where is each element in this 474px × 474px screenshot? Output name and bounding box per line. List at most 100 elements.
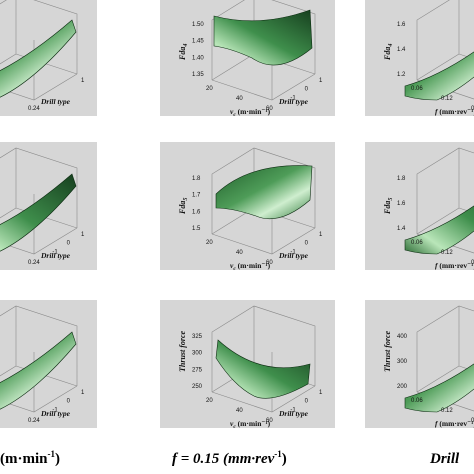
surface-mesh [213,9,313,66]
surface-mesh [404,363,474,413]
x-axis-label: vc (m·min⁻¹) [230,261,271,272]
surface-mesh [215,165,313,220]
z-axis-label: Fda5 [178,198,189,215]
surface-mesh [404,205,474,255]
x-tick-label: 40 [236,408,243,414]
surface-mesh [215,339,311,399]
z-tick-label: 325 [192,334,203,340]
z-tick-label: 1.50 [192,22,204,28]
y-axis-label: Drill type [40,409,71,418]
x-tick-label: 40 [236,96,243,102]
z-tick-label: 400 [397,334,408,340]
y-tick-label: 1 [81,390,85,396]
y-axis-label: Drill type [278,97,309,106]
z-axis-label-text: Fda4 [178,44,189,61]
z-tick-label: 1.2 [397,72,406,78]
surface-mesh [404,51,474,101]
y-tick-label: 1 [319,232,323,238]
z-tick-label: 1.8 [192,176,201,182]
axis-box [211,0,316,101]
y-tick-label: 0 [67,399,71,405]
surface-plot-r0c2: 1.6 1.4 1.2 Fda4 0.06 0.12 0.18f (mm·rev⁻¹) [365,0,474,116]
z-tick-label: 1.4 [397,226,406,232]
x-tick-label: 0.06 [411,86,423,92]
x-tick-label: 20 [206,86,213,92]
z-tick-label: 275 [192,367,203,373]
x-tick-label: 0.24 [28,260,40,266]
x-tick-label: 0.06 [411,240,423,246]
y-tick-label: -1 [290,249,296,255]
x-tick-label: 20 [206,240,213,246]
x-axis-label: f (mm·rev⁻¹) [435,107,474,116]
x-tick-label: 0.24 [28,106,40,112]
z-tick-label: 1.35 [192,72,204,78]
y-tick-label: 1 [319,390,323,396]
x-tick-label: 60 [266,418,273,424]
z-tick-label: 1.8 [397,176,406,182]
z-tick-label: 1.5 [192,226,201,232]
y-tick-label: 1 [319,78,323,84]
y-axis-label: Drill type [278,409,309,418]
x-tick-label: 0.12 [441,96,453,102]
y-tick-label: 0 [67,241,71,247]
z-axis-label-text: Fda5 [178,198,189,215]
y-tick-label: -1 [290,407,296,413]
surface-plot-r2c2: 400 300 200 Thrust force 0.06 0.12 0.18f (mm·r… [365,300,474,428]
x-tick-label: 60 [266,260,273,266]
z-tick-label: 1.40 [192,55,204,61]
x-tick-label: 60 [266,106,273,112]
x-tick-label: 0.18 [471,260,474,266]
z-axis-label-text: Fda5 [383,198,394,215]
caption-right: Drill [429,451,460,467]
y-tick-label: -1 [52,407,58,413]
y-tick-label: -1 [290,95,296,101]
axis-box [416,305,474,412]
y-tick-label: 1 [81,232,85,238]
y-tick-label: 0 [305,87,309,93]
y-tick-label: 1 [81,78,85,84]
z-tick-label: 1.6 [397,201,406,207]
z-axis-label: Thrust force [383,330,392,372]
x-tick-label: 0.24 [28,418,40,424]
x-axis-label: f (mm·rev⁻¹) [435,261,474,270]
x-tick-label: 40 [236,250,243,256]
z-tick-label: 300 [192,351,203,357]
z-axis-label: Fda5 [383,198,394,215]
x-tick-label: 0.18 [471,106,474,112]
z-axis-label: Fda4 [178,44,189,61]
bottom-captions: (m·min-1) f = 0.15 (mm·rev-1) Drill [0,449,460,467]
x-tick-label: 0.06 [411,398,423,404]
z-axis-label-text: Fda4 [383,44,394,61]
z-axis-label: Thrust force [178,330,187,372]
surface-mesh [0,19,77,98]
axis-box [211,147,316,255]
y-axis-label: Drill type [40,251,71,260]
x-tick-label: 20 [206,398,213,404]
surface-mesh [0,331,77,410]
z-tick-label: 200 [397,384,408,390]
z-tick-label: 1.4 [397,47,406,53]
y-tick-label: 0 [305,399,309,405]
z-axis-label-text: Thrust force [178,330,187,372]
y-axis-label: Drill type [40,97,71,106]
caption-center: f = 0.15 (mm·rev-1) [172,449,287,467]
surface-mesh [0,173,77,252]
x-axis-label: vc (m·min⁻¹) [230,419,271,430]
axis-box [416,147,474,254]
x-tick-label: 0.12 [441,250,453,256]
surface-plot-r1c2: 1.8 1.6 1.4 Fda5 0.06 0.12 0.18f (mm·rev⁻¹) [365,142,474,270]
z-tick-label: 1.6 [192,209,201,215]
z-tick-label: 250 [192,384,203,390]
y-tick-label: 0 [305,241,309,247]
x-tick-label: 0.12 [441,408,453,414]
z-axis-label: Fda4 [383,44,394,61]
caption-left: (m·min-1) [0,449,60,467]
z-tick-label: 1.7 [192,193,201,199]
